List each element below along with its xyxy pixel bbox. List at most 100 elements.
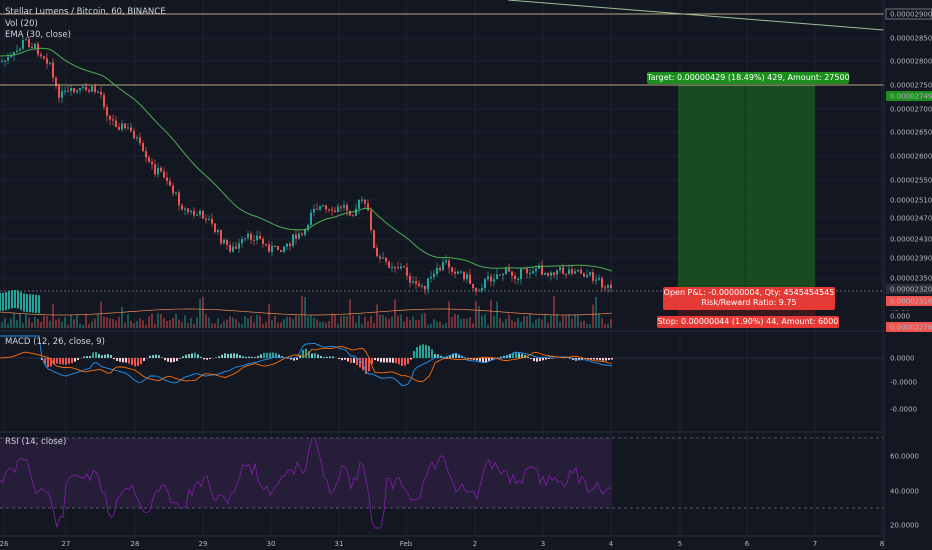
candle-body: [121, 123, 123, 130]
volume-bar: [409, 319, 411, 328]
volume-bar: [361, 323, 363, 328]
candle-body: [586, 275, 588, 277]
volume-bar: [1, 322, 3, 328]
macd-hist: [131, 358, 133, 365]
candle-body: [298, 233, 300, 239]
candle-body: [355, 208, 357, 216]
volume-bar: [391, 316, 393, 328]
time-tick: 4: [609, 540, 614, 548]
macd-hist: [611, 358, 613, 360]
volume-bar: [403, 321, 405, 328]
macd-hist: [272, 352, 274, 358]
volume-bar: [550, 315, 552, 328]
volume-bar: [595, 297, 597, 328]
macd-hist: [260, 354, 262, 358]
candle-body: [67, 90, 69, 92]
macd-hist: [305, 348, 307, 358]
candle-body: [19, 48, 21, 51]
volume-bar: [190, 318, 192, 328]
volume-bar: [79, 323, 81, 328]
indicator-lines: [0, 0, 885, 316]
ema-legend[interactable]: EMA (30, close): [5, 30, 71, 40]
macd-hist: [359, 358, 361, 368]
macd-legend[interactable]: MACD (12, 26, close, 9): [5, 337, 105, 347]
macd-hist: [56, 358, 58, 364]
volume-bar: [214, 323, 216, 328]
rsi-legend[interactable]: RSI (14, close): [5, 437, 67, 447]
volume-bar: [385, 317, 387, 328]
macd-hist: [353, 358, 355, 363]
candle-body: [520, 268, 522, 280]
macd-hist: [35, 294, 37, 313]
volume-bar: [136, 321, 138, 328]
volume-bar: [151, 313, 153, 328]
candle-body: [493, 279, 495, 282]
volume-bar: [604, 324, 606, 328]
volume-bar: [394, 299, 396, 328]
candle-body: [397, 267, 399, 269]
candle-body: [52, 62, 54, 78]
volume-bar: [358, 315, 360, 328]
candle-body: [268, 244, 270, 252]
volume-bar: [181, 322, 183, 328]
macd-hist: [479, 358, 481, 362]
candle-body: [211, 219, 213, 224]
volume-bar: [145, 324, 147, 328]
candle-body: [550, 272, 552, 276]
macd-hist: [485, 358, 487, 363]
time-tick: Feb: [400, 540, 413, 548]
volume-bar: [415, 320, 417, 328]
candle-body: [460, 271, 462, 273]
macd-hist: [149, 355, 151, 358]
candle-body: [220, 230, 222, 244]
candle-body: [511, 271, 513, 276]
volume-bar: [304, 297, 306, 328]
macd-hist: [53, 358, 55, 365]
volume-bar: [580, 321, 582, 328]
macd-hist: [167, 358, 169, 362]
candle-body: [502, 273, 504, 276]
candle-body: [199, 210, 201, 215]
volume-bar: [160, 313, 162, 328]
candle-body: [85, 87, 87, 91]
volume-bar: [124, 322, 126, 328]
candle-body: [352, 215, 354, 217]
macd-hist: [452, 353, 454, 358]
candle-body: [91, 86, 93, 92]
volume-bar: [175, 313, 177, 328]
pnl-box[interactable]: Open P&L: -0.00000004, Qty: 4545454545 R…: [663, 287, 835, 310]
target-label[interactable]: Target: 0.00000429 (18.49%) 429, Amount:…: [647, 72, 850, 84]
candle-body: [187, 208, 189, 212]
candle-body: [196, 214, 198, 216]
macd-hist: [521, 354, 523, 358]
macd-hist: [113, 358, 115, 360]
volume-bar: [454, 314, 456, 328]
macd-hist: [209, 358, 211, 359]
candle-body: [457, 271, 459, 274]
macd-hist: [65, 358, 67, 365]
candle-body: [178, 192, 180, 206]
stop-label[interactable]: Stop: 0.00000044 (1.90%) 44, Amount: 600…: [657, 316, 839, 328]
volume-bar: [172, 317, 174, 328]
macd-hist: [263, 352, 265, 358]
volume-bar: [337, 323, 339, 328]
volume-bar: [553, 296, 555, 328]
macd-hist: [410, 358, 412, 360]
volume-bar: [169, 320, 171, 328]
price-tag-bg: [886, 91, 932, 101]
macd-hist: [122, 358, 124, 363]
candle-body: [193, 211, 195, 216]
macd-hist: [227, 353, 229, 358]
time-tick: 26: [0, 540, 9, 548]
candle-body: [490, 276, 492, 282]
candle-body: [289, 243, 291, 246]
volume-bar: [16, 319, 18, 328]
volume-bar: [199, 298, 201, 328]
volume-legend[interactable]: Vol (20): [5, 19, 38, 29]
candle-body: [148, 157, 150, 162]
volume-ma: [0, 308, 613, 316]
candle-body: [322, 205, 324, 207]
macd-hist: [536, 358, 538, 362]
volume-bar: [457, 314, 459, 328]
